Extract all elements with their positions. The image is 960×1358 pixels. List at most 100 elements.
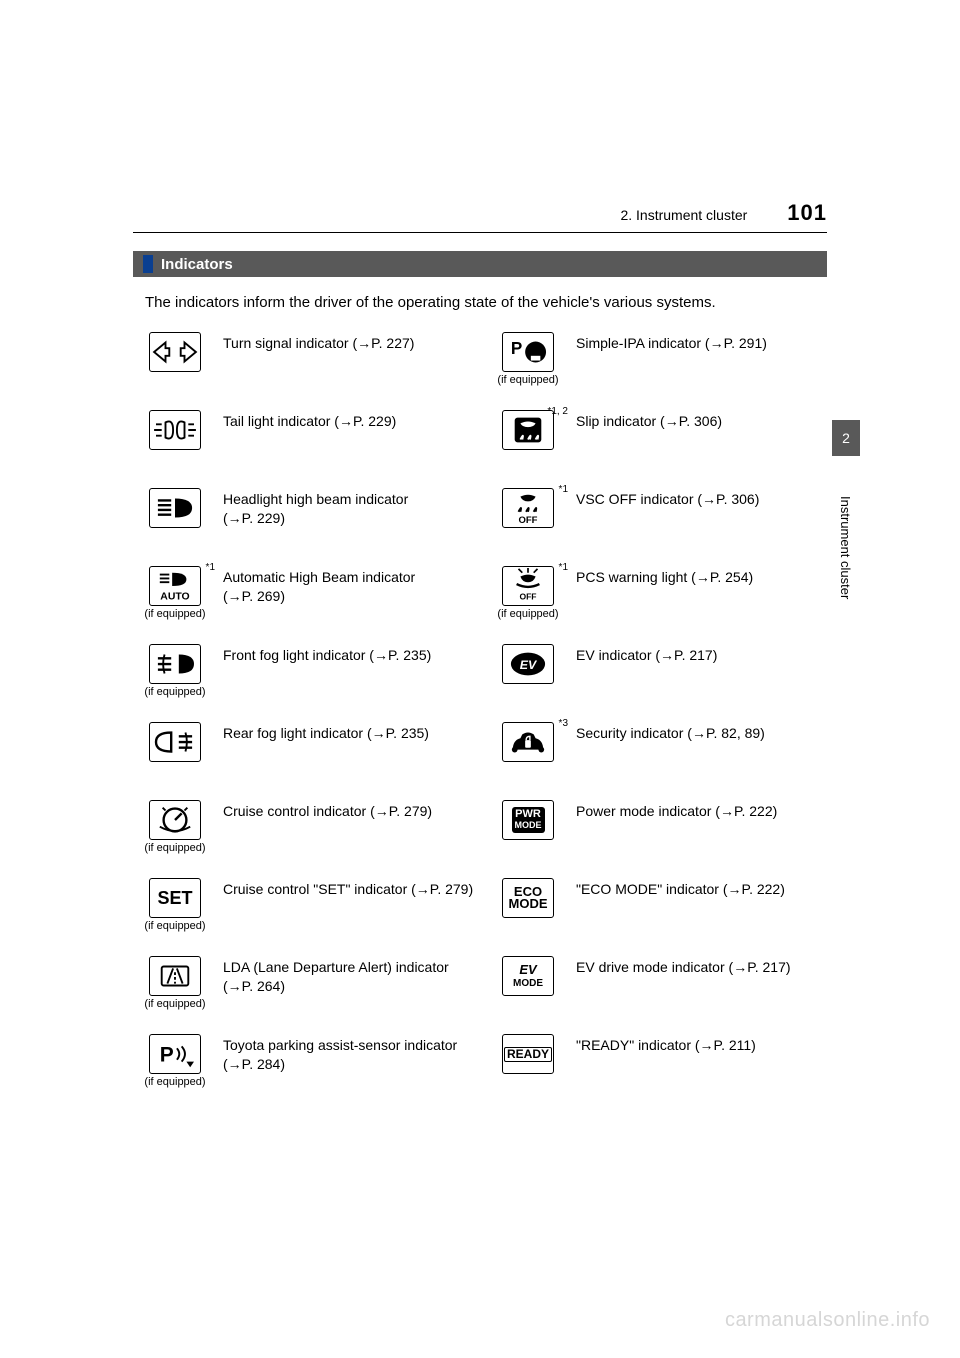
security-icon [502,722,554,762]
indicator-row: EV indicator (→P. 217) [486,644,827,718]
indicator-description: Tail light indicator (→P. 229) [217,410,474,431]
indicator-icon-cell [486,644,570,684]
indicator-icon-cell: (if equipped) [133,956,217,1010]
indicator-icon-cell: (if equipped) [133,800,217,854]
indicator-name: VSC OFF indicator [576,491,697,507]
indicator-page-ref: (→P. 222) [715,803,777,819]
turn-signal-icon [149,332,201,372]
indicator-row: SET(if equipped)Cruise control "SET" ind… [133,878,474,952]
indicator-grid: Turn signal indicator (→P. 227) Tail ligh… [133,332,827,1112]
side-tab: 2 Instrument cluster [832,420,860,720]
indicator-description: LDA (Lane Departure Alert) indicator (→P… [217,956,474,996]
indicator-icon-cell: *1 [486,488,570,528]
indicator-superscript: *1, 2 [547,406,568,417]
indicator-page-ref: (→P. 229) [334,413,396,429]
section-heading-bar: Indicators [133,251,827,277]
pwr-mode-icon: PWRMODE [502,800,554,840]
if-equipped-label: (if equipped) [144,686,205,698]
indicator-page-ref: (→P. 269) [223,588,285,604]
ev-mode-icon: EVMODE [502,956,554,996]
indicator-superscript: *1 [559,484,568,495]
indicator-page-ref: (→P. 279) [411,881,473,897]
chapter-label: 2. Instrument cluster [620,207,747,223]
if-equipped-label: (if equipped) [144,608,205,620]
indicator-description: Rear fog light indicator (→P. 235) [217,722,474,743]
rear-fog-icon [149,722,201,762]
indicator-icon-cell: *1, 2 [486,410,570,450]
indicator-row: Tail light indicator (→P. 229) [133,410,474,484]
pcs-icon [502,566,554,606]
indicator-icon-cell [133,332,217,372]
indicator-name: Slip indicator [576,413,660,429]
indicator-page-ref: (→P. 264) [223,978,285,994]
indicator-page-ref: (→P. 306) [697,491,759,507]
indicator-icon-cell: (if equipped) [486,332,570,386]
indicator-description: Automatic High Beam indicator (→P. 269) [217,566,474,606]
vsc-off-icon [502,488,554,528]
indicator-column-right: (if equipped) Simple-IPA indicator (→P. 2… [486,332,827,1112]
indicator-name: PCS warning light [576,569,691,585]
indicator-icon-cell: *1(if equipped) [133,566,217,620]
page-header: 2. Instrument cluster 101 [133,200,827,233]
indicator-name: Turn signal indicator [223,335,352,351]
eco-mode-icon: ECOMODE [502,878,554,918]
indicator-page-ref: (→P. 217) [655,647,717,663]
indicator-page-ref: (→P. 306) [660,413,722,429]
indicator-name: Automatic High Beam indicator [223,569,415,585]
indicator-page-ref: (→P. 235) [369,647,431,663]
indicator-icon-cell: (if equipped) [133,1034,217,1088]
indicator-icon-cell: (if equipped) [133,644,217,698]
indicator-row: *3Security indicator (→P. 82, 89) [486,722,827,796]
indicator-row: PWRMODE Power mode indicator (→P. 222) [486,800,827,874]
indicator-row: EVMODE EV drive mode indicator (→P. 217) [486,956,827,1030]
if-equipped-label: (if equipped) [497,374,558,386]
indicator-row: (if equipped) Toyota parking assist-senso… [133,1034,474,1108]
indicator-name: Power mode indicator [576,803,715,819]
indicator-row: ECOMODE"ECO MODE" indicator (→P. 222) [486,878,827,952]
indicator-description: VSC OFF indicator (→P. 306) [570,488,827,509]
indicator-page-ref: (→P. 284) [223,1056,285,1072]
indicator-description: Headlight high beam indicator (→P. 229) [217,488,474,528]
page-content: 2. Instrument cluster 101 Indicators The… [133,200,827,1112]
ready-icon: READY [502,1034,554,1074]
indicator-name: Tail light indicator [223,413,334,429]
if-equipped-label: (if equipped) [144,842,205,854]
indicator-description: Simple-IPA indicator (→P. 291) [570,332,827,353]
indicator-superscript: *1 [206,562,215,573]
indicator-page-ref: (→P. 235) [367,725,429,741]
indicator-superscript: *3 [559,718,568,729]
indicator-description: Turn signal indicator (→P. 227) [217,332,474,353]
cruise-set-icon: SET [149,878,201,918]
indicator-row: Turn signal indicator (→P. 227) [133,332,474,406]
indicator-name: EV drive mode indicator [576,959,729,975]
intro-text: The indicators inform the driver of the … [145,291,827,314]
indicator-description: Front fog light indicator (→P. 235) [217,644,474,665]
indicator-icon-cell [133,488,217,528]
indicator-icon-cell: EVMODE [486,956,570,996]
indicator-page-ref: (→P. 229) [223,510,285,526]
ev-icon [502,644,554,684]
indicator-description: EV drive mode indicator (→P. 217) [570,956,827,977]
auto-high-beam-icon [149,566,201,606]
indicator-page-ref: (→P. 82, 89) [687,725,765,741]
indicator-row: (if equipped)LDA (Lane Departure Alert) … [133,956,474,1030]
lda-icon [149,956,201,996]
indicator-icon-cell [133,410,217,450]
indicator-description: EV indicator (→P. 217) [570,644,827,665]
indicator-row: Headlight high beam indicator (→P. 229) [133,488,474,562]
indicator-page-ref: (→P. 227) [352,335,414,351]
indicator-name: Toyota parking assist-sensor indicator [223,1037,457,1053]
indicator-superscript: *1 [559,562,568,573]
indicator-name: LDA (Lane Departure Alert) indicator [223,959,449,975]
indicator-page-ref: (→P. 217) [729,959,791,975]
indicator-name: "ECO MODE" indicator [576,881,723,897]
indicator-column-left: Turn signal indicator (→P. 227) Tail ligh… [133,332,474,1112]
indicator-description: Security indicator (→P. 82, 89) [570,722,827,743]
indicator-row: *1(if equipped)PCS warning light (→P. 25… [486,566,827,640]
if-equipped-label: (if equipped) [144,1076,205,1088]
indicator-name: Headlight high beam indicator [223,491,408,507]
front-fog-icon [149,644,201,684]
simple-ipa-icon [502,332,554,372]
indicator-name: Simple-IPA indicator [576,335,705,351]
indicator-description: Toyota parking assist-sensor indicator (… [217,1034,474,1074]
